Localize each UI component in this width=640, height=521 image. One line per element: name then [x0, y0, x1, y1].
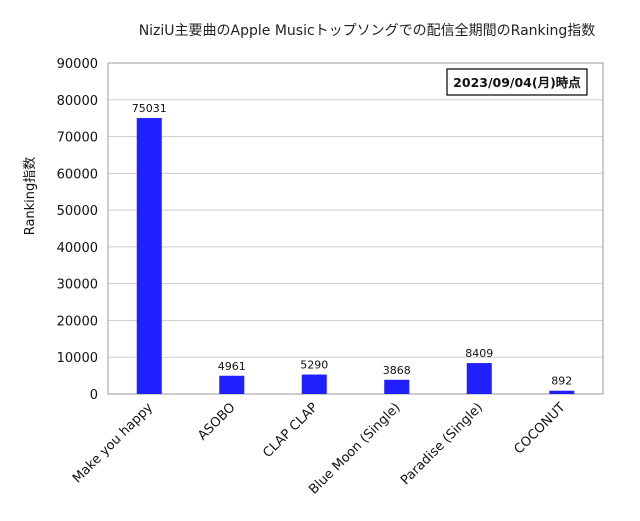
bar — [466, 363, 492, 394]
bar-value-label: 4961 — [218, 360, 246, 373]
bar-value-label: 3868 — [383, 364, 411, 377]
y-tick-label: 50000 — [57, 204, 98, 219]
bars — [136, 118, 575, 394]
bar — [549, 390, 575, 394]
y-tick-label: 30000 — [57, 278, 98, 293]
bar — [219, 375, 245, 394]
x-category-label: CLAP CLAP — [260, 400, 321, 461]
bar-value-label: 75031 — [132, 102, 167, 115]
y-tick-label: 70000 — [57, 131, 98, 146]
bar-value-label: 8409 — [465, 347, 493, 360]
y-tick-label: 10000 — [57, 351, 98, 366]
y-tick-label: 0 — [90, 388, 98, 403]
x-category-label: Paradise (Single) — [398, 400, 486, 488]
y-tick-label: 20000 — [57, 314, 98, 329]
data-labels: 75031 4961 5290 3868 8409 892 — [132, 102, 573, 388]
date-annotation: 2023/09/04(月)時点 — [446, 68, 588, 96]
x-category-label: ASOBO — [195, 400, 238, 443]
bar-value-label: 5290 — [300, 359, 328, 372]
x-category-label: Make you happy — [70, 400, 156, 486]
y-tick-label: 40000 — [57, 241, 98, 256]
bar — [136, 118, 162, 394]
gridlines — [108, 99, 603, 358]
plot-frame — [107, 62, 604, 395]
y-tick-label: 60000 — [57, 167, 98, 182]
y-axis-label: Ranking指数 — [23, 157, 38, 236]
x-category-label: Blue Moon (Single) — [306, 400, 403, 497]
date-annotation-text: 2023/09/04(月)時点 — [453, 75, 581, 90]
plot-area: 75031 4961 5290 3868 8409 892 — [107, 62, 604, 395]
bar — [301, 374, 327, 394]
chart-title: NiziU主要曲のApple Musicトップソングでの配信全期間のRankin… — [139, 22, 596, 39]
bar — [384, 379, 410, 394]
y-tick-label: 80000 — [57, 94, 98, 109]
bar-value-label: 892 — [551, 375, 572, 388]
x-category-label: COCONUT — [511, 400, 568, 457]
y-tick-label: 90000 — [57, 57, 98, 72]
y-axis-ticks: 0 10000 20000 30000 40000 50000 60000 70000 8000… — [57, 57, 98, 403]
